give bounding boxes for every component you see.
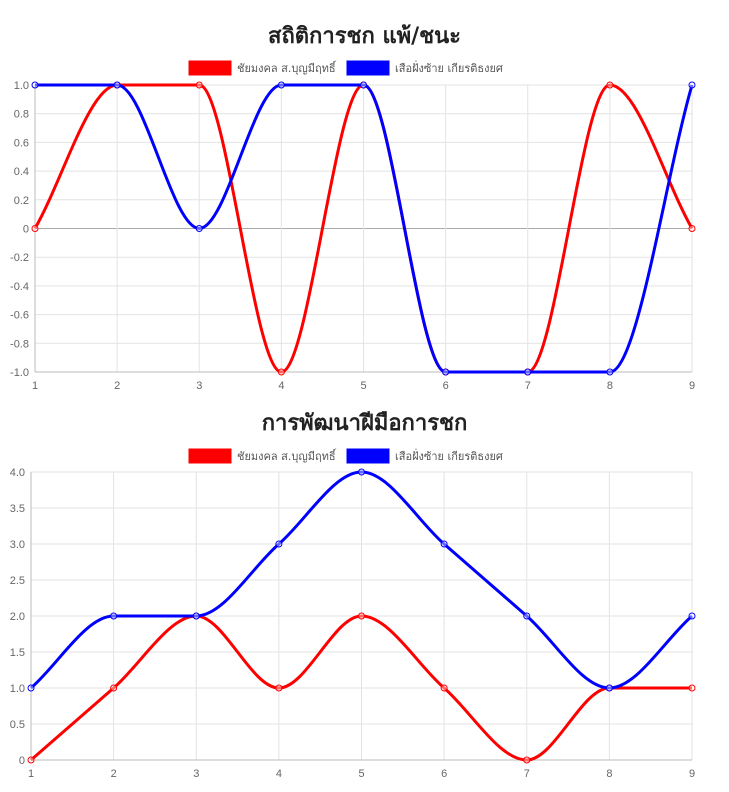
data-point xyxy=(358,468,365,476)
legend-label: ชัยมงคล ส.บุญมีฤทธิ์ xyxy=(237,60,337,75)
y-tick-label: 2.0 xyxy=(10,611,25,623)
series-line xyxy=(30,470,693,690)
data-point xyxy=(524,368,532,376)
data-point xyxy=(192,612,200,620)
data-point xyxy=(606,81,614,89)
data-point xyxy=(27,684,35,692)
x-tick-label: 5 xyxy=(360,380,366,392)
data-point xyxy=(688,684,696,692)
grid xyxy=(34,84,693,373)
data-point xyxy=(440,540,448,548)
data-point xyxy=(195,81,203,89)
legend: ชัยมงคล ส.บุญมีฤทธิ์ เสือฝั่งซ้าย เกียรติ… xyxy=(188,60,503,76)
y-tick-label: -0.4 xyxy=(10,281,29,293)
y-tick-label: 1.0 xyxy=(14,80,29,92)
data-point xyxy=(275,540,283,548)
data-point xyxy=(31,81,39,89)
x-tick-label: 4 xyxy=(276,768,282,780)
series-1 xyxy=(27,612,696,764)
x-tick-label: 9 xyxy=(689,380,695,392)
x-tick-label: 7 xyxy=(525,380,531,392)
legend-swatch xyxy=(346,60,390,76)
data-point xyxy=(688,612,696,620)
chart-2: ชัยมงคล ส.บุญมีฤทธิ์ เสือฝั่งซ้าย เกียรติ… xyxy=(10,448,696,780)
data-point xyxy=(110,684,118,692)
x-tick-label: 3 xyxy=(196,380,202,392)
data-point xyxy=(27,756,35,764)
legend-item: ชัยมงคล ส.บุญมีฤทธิ์ xyxy=(188,60,337,76)
legend: ชัยมงคล ส.บุญมีฤทธิ์ เสือฝั่งซ้าย เกียรติ… xyxy=(188,448,503,464)
chart-title-2: การพัฒนาฝีมือการชก xyxy=(261,411,468,436)
x-tick-label: 3 xyxy=(193,768,199,780)
data-point xyxy=(277,81,285,89)
legend-item: เสือฝั่งซ้าย เกียรติธงยศ xyxy=(346,448,503,464)
y-tick-label: 3.0 xyxy=(10,539,25,551)
series-2 xyxy=(31,81,696,376)
x-tick-label: 1 xyxy=(32,380,38,392)
y-tick-label: 1.5 xyxy=(10,647,25,659)
legend-swatch xyxy=(346,448,390,464)
series-line xyxy=(30,614,692,762)
series-line xyxy=(35,83,694,374)
data-point xyxy=(110,612,118,620)
x-tick-label: 2 xyxy=(114,380,120,392)
data-point xyxy=(606,368,614,376)
x-tick-label: 9 xyxy=(689,768,695,780)
y-tick-label: -0.6 xyxy=(10,310,29,322)
x-tick-label: 7 xyxy=(524,768,530,780)
series-2 xyxy=(27,468,696,692)
data-point xyxy=(523,756,531,764)
data-point xyxy=(360,81,367,89)
x-tick-label: 8 xyxy=(607,380,613,392)
legend-item: เสือฝั่งซ้าย เกียรติธงยศ xyxy=(346,60,503,76)
data-point xyxy=(442,368,450,376)
legend-label: ชัยมงคล ส.บุญมีฤทธิ์ xyxy=(237,448,337,463)
x-tick-label: 6 xyxy=(441,768,447,780)
legend-item: ชัยมงคล ส.บุญมีฤทธิ์ xyxy=(188,448,337,464)
y-tick-label: -0.8 xyxy=(10,338,29,350)
data-point xyxy=(277,368,285,376)
data-point xyxy=(358,612,365,620)
y-tick-label: 0 xyxy=(19,755,25,767)
data-point xyxy=(195,225,203,232)
data-point xyxy=(688,81,696,89)
y-tick-label: 4.0 xyxy=(10,467,25,479)
data-point xyxy=(275,684,283,692)
data-point xyxy=(688,225,696,232)
y-tick-label: 0.5 xyxy=(10,719,25,731)
x-tick-label: 2 xyxy=(111,768,117,780)
y-tick-label: 1.0 xyxy=(10,683,25,695)
y-tick-label: 0.2 xyxy=(14,195,29,207)
x-tick-label: 8 xyxy=(606,768,612,780)
data-point xyxy=(523,612,531,620)
y-tick-label: 2.5 xyxy=(10,575,25,587)
data-point xyxy=(440,684,448,692)
chart-title-1: สถิติการชก แพ้/ชนะ xyxy=(268,24,461,49)
legend-label: เสือฝั่งซ้าย เกียรติธงยศ xyxy=(395,448,503,463)
x-tick-label: 6 xyxy=(443,380,449,392)
x-tick-label: 5 xyxy=(358,768,364,780)
y-tick-label: -1.0 xyxy=(10,367,29,379)
y-tick-label: -0.2 xyxy=(10,252,29,264)
legend-label: เสือฝั่งซ้าย เกียรติธงยศ xyxy=(395,60,503,75)
x-tick-label: 4 xyxy=(278,380,284,392)
chart-1: ชัยมงคล ส.บุญมีฤทธิ์ เสือฝั่งซ้าย เกียรติ… xyxy=(10,60,696,392)
y-tick-label: 0.8 xyxy=(14,109,29,121)
x-tick-label: 1 xyxy=(28,768,34,780)
data-point xyxy=(605,684,613,692)
legend-swatch xyxy=(188,448,232,464)
legend-swatch xyxy=(188,60,232,76)
data-point xyxy=(113,81,121,89)
y-tick-label: 0.6 xyxy=(14,137,29,149)
data-point xyxy=(31,225,39,232)
y-tick-label: 0 xyxy=(23,224,29,236)
y-tick-label: 0.4 xyxy=(14,166,29,178)
y-tick-label: 3.5 xyxy=(10,503,25,515)
